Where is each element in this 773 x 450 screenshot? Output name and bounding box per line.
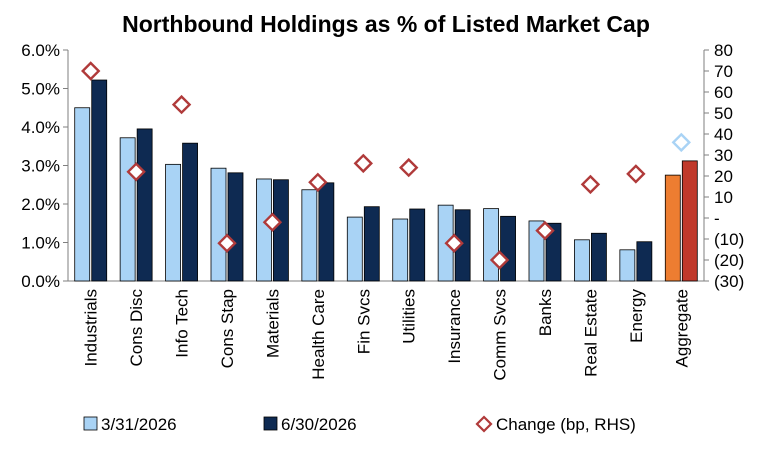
bar-materials-q1 (256, 178, 272, 282)
legend-label-change: Change (bp, RHS) (496, 415, 636, 434)
right-tick-label: 20 (714, 167, 733, 186)
bar-info-tech-q1 (165, 163, 181, 282)
bar-fin-svcs-q2 (363, 206, 380, 282)
change-marker-health-care (308, 172, 328, 192)
bar-real-estate-q1 (574, 239, 590, 282)
right-tick-label: - (714, 209, 720, 228)
right-tick-label: 30 (714, 146, 733, 165)
bar-materials-q2 (273, 179, 289, 282)
bar-banks-q1 (528, 220, 545, 282)
bar-comm-svcs-q1 (483, 208, 499, 282)
bar-cons-stap-q2 (227, 172, 244, 282)
change-marker-cons-stap (217, 233, 237, 253)
right-tick-label: 10 (714, 188, 733, 207)
left-tick-label: 5.0% (21, 80, 60, 99)
change-marker-utilities (399, 157, 419, 178)
bar-utilities-q2 (409, 208, 426, 282)
category-label: Real Estate (581, 289, 600, 377)
change-marker-insurance (444, 233, 464, 253)
bar-energy-q2 (636, 241, 653, 282)
bar-utilities-q1 (392, 218, 409, 282)
bar-industrials-q1 (74, 107, 91, 282)
change-marker-industrials (81, 61, 101, 81)
category-label: Aggregate (672, 289, 691, 367)
category-label: Utilities (400, 289, 419, 344)
legend-label-q1: 3/31/2026 (101, 415, 177, 434)
change-marker-comm-svcs (489, 250, 510, 270)
category-label: Info Tech (173, 289, 192, 358)
right-tick-label: 40 (714, 125, 733, 144)
bars (74, 79, 698, 282)
bar-energy-q1 (619, 249, 636, 282)
change-marker-real-estate (580, 174, 601, 195)
change-marker-banks (535, 220, 555, 241)
category-label: Insurance (445, 289, 464, 364)
category-labels: Industrials Cons Disc Info Tech Cons Stap Ma… (82, 289, 692, 381)
bar-cons-disc-q1 (119, 137, 136, 282)
legend-label-q2: 6/30/2026 (281, 415, 357, 434)
bar-fin-svcs-q1 (346, 216, 363, 282)
left-tick-label: 2.0% (21, 195, 60, 214)
legend-swatch-q1 (83, 416, 98, 431)
right-tick-label: 60 (714, 83, 733, 102)
change-marker-fin-svcs (353, 153, 373, 174)
chart-title: Northbound Holdings as % of Listed Marke… (122, 11, 650, 37)
change-markers (81, 61, 691, 270)
change-marker-cons-disc (126, 162, 146, 182)
right-tick-label: 70 (714, 62, 733, 81)
left-tick-label: 3.0% (21, 157, 60, 176)
legend-swatch-change (475, 415, 493, 433)
bar-info-tech-q2 (182, 142, 198, 282)
left-tick-label: 0.0% (21, 272, 60, 291)
bar-aggregate-q1 (664, 174, 681, 282)
category-label: Fin Svcs (354, 289, 373, 354)
left-tick-label: 1.0% (21, 234, 60, 253)
bar-health-care-q2 (318, 182, 335, 282)
right-tick-label: (30) (714, 272, 744, 291)
right-tick-label: (10) (714, 230, 744, 249)
change-marker-aggregate (671, 132, 691, 153)
change-marker-energy (626, 164, 646, 184)
category-label: Cons Stap (218, 289, 237, 368)
bar-aggregate-q2 (681, 160, 698, 282)
change-marker-info-tech (171, 94, 192, 115)
axes: 0.0% 1.0% 2.0% 3.0% 4.0% 5.0% 6.0% (30) (20) (10)… (21, 41, 744, 291)
bar-banks-q2 (545, 222, 562, 282)
category-label: Comm Svcs (491, 289, 510, 381)
right-tick-label: 80 (714, 41, 733, 60)
bar-industrials-q2 (91, 79, 108, 282)
category-label: Cons Disc (127, 289, 146, 367)
bar-cons-disc-q2 (136, 128, 153, 282)
category-label: Health Care (309, 289, 328, 380)
change-marker-materials (262, 212, 283, 232)
bar-health-care-q1 (301, 189, 318, 282)
bar-cons-stap-q1 (210, 167, 227, 282)
category-label: Industrials (82, 289, 101, 366)
category-label: Banks (536, 289, 555, 336)
legend-swatch-q2 (263, 416, 278, 431)
category-label: Energy (627, 289, 646, 343)
left-tick-label: 6.0% (21, 41, 60, 60)
right-tick-label: 50 (714, 104, 733, 123)
legend: 3/31/2026 6/30/2026 Change (bp, RHS) (83, 415, 636, 434)
left-tick-label: 4.0% (21, 118, 60, 137)
bar-real-estate-q2 (591, 232, 607, 282)
category-label: Materials (263, 289, 282, 358)
bar-comm-svcs-q2 (500, 215, 516, 282)
right-tick-label: (20) (714, 251, 744, 270)
